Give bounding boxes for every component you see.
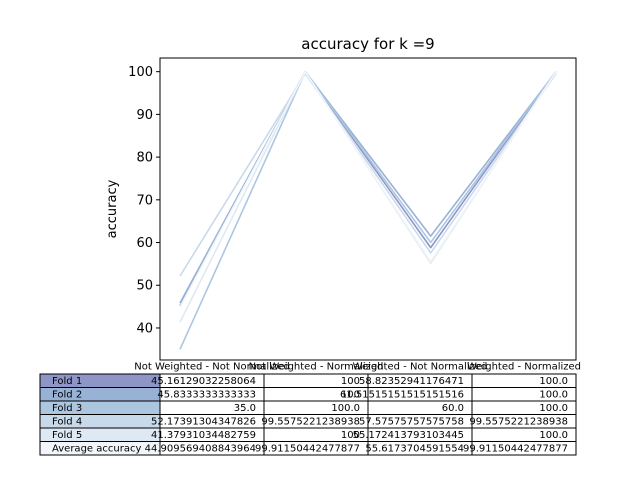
series-lines	[179, 70, 557, 350]
series-line-5	[179, 70, 557, 323]
table-col-header: Not Weighted - Not Normalized	[134, 362, 289, 373]
table-cell-value: 57.57575757575758	[359, 417, 464, 428]
table-row-label: Average accuracy	[52, 444, 141, 455]
table-cell-value: 100.0	[539, 430, 568, 441]
table-cell	[471, 441, 577, 456]
table-cell-value: 99.91150442477877	[255, 444, 360, 455]
table-cell-value: 100.0	[331, 403, 360, 414]
table-cell-value: 100.0	[539, 376, 568, 387]
table-cell-value: 55.172413793103445	[353, 430, 464, 441]
y-tick-label: 70	[136, 193, 153, 208]
table-cell-value: 99.91150442477877	[463, 444, 568, 455]
table-cell-value: 99.5575221238938	[261, 417, 360, 428]
table-col-header: Weighted - Not Normalized	[353, 362, 488, 373]
table-cell-value: 61.51515151515151516	[340, 390, 464, 401]
table-cell-value: 100.0	[539, 403, 568, 414]
table-row-label: Fold 4	[52, 417, 82, 428]
table-cell-value: 45.16129032258064	[151, 376, 256, 387]
table-row-label: Fold 1	[52, 376, 82, 387]
plot-frame	[159, 57, 577, 361]
y-tick-label: 100	[128, 65, 153, 80]
table-cell-value: 55.6173704591554	[365, 444, 464, 455]
table-row-label: Fold 5	[52, 430, 82, 441]
y-axis-label: accuracy	[105, 179, 120, 238]
table-cell-value: 100	[341, 430, 360, 441]
table-row-label: Fold 3	[52, 403, 82, 414]
table-cell-value: 100	[341, 390, 360, 401]
y-tick-label: 80	[136, 151, 153, 166]
series-line-3	[179, 70, 557, 350]
y-tick-label: 50	[136, 279, 153, 294]
chart-title: accuracy for k =9	[301, 35, 434, 53]
y-axis-ticks: 40 50 60 70 80 90 100	[128, 65, 160, 336]
table-cell-value: 60.0	[442, 403, 464, 414]
table-cell-value: 52.17391304347826	[151, 417, 256, 428]
table-cell-value: 44.909569408843964	[145, 444, 256, 455]
table-cell-value: 35.0	[234, 403, 256, 414]
y-tick-label: 40	[136, 321, 153, 336]
table-cell-value: 41.37931034482759	[151, 430, 256, 441]
y-tick-label: 60	[136, 236, 153, 251]
table-col-header: Not Weighted - Normalized	[249, 362, 384, 373]
series-line-6	[179, 71, 557, 308]
table-cell-value: 99.5575221238938	[469, 417, 568, 428]
table-cell-value: 58.82352941176471	[359, 376, 464, 387]
table-col-header: Weighted - Normalized	[467, 362, 581, 373]
series-line-4	[179, 72, 557, 277]
table-cell-value: 100	[341, 376, 360, 387]
series-line-1	[179, 70, 557, 307]
y-tick-label: 90	[136, 108, 153, 123]
table-cell-value: 100.0	[539, 390, 568, 401]
table-cell-value: 45.8333333333333	[157, 390, 256, 401]
table-row-label: Fold 2	[52, 390, 82, 401]
series-line-2	[179, 70, 557, 304]
